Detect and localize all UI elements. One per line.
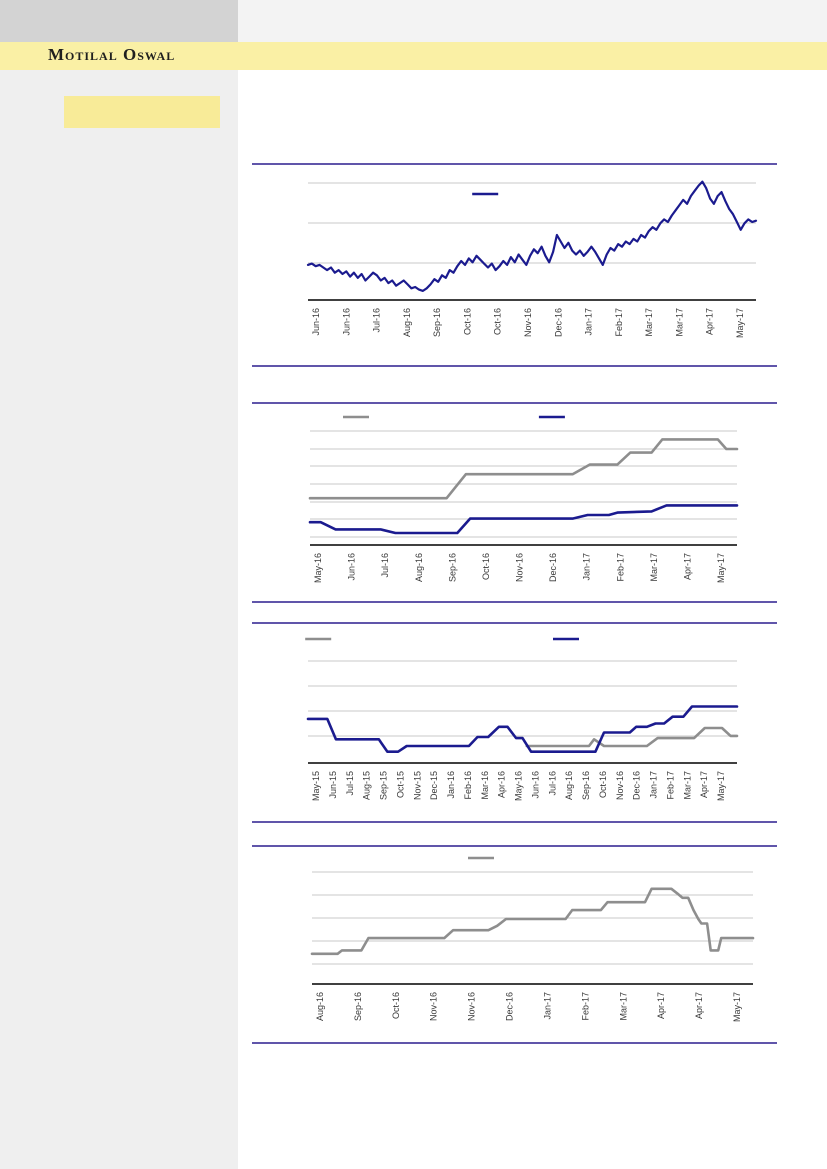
- svg-text:Jan-17: Jan-17: [584, 308, 594, 336]
- brand-logo: Motilal Oswal: [48, 45, 176, 64]
- svg-text:May-15: May-15: [311, 771, 321, 801]
- svg-text:Jan-17: Jan-17: [582, 553, 592, 581]
- sidebar: [0, 70, 238, 1169]
- chart-2-canvas: May-16 Jun-16 Jul-16 Aug-16 Sep-16 Oct-16 Nov-…: [308, 415, 739, 583]
- svg-text:Jun-16: Jun-16: [341, 308, 351, 336]
- svg-text:Apr-17: Apr-17: [656, 992, 666, 1019]
- svg-text:Jun-16: Jun-16: [311, 308, 321, 336]
- svg-text:Jul-15: Jul-15: [345, 771, 355, 796]
- chart-2-step-line-chart: May-16 Jun-16 Jul-16 Aug-16 Sep-16 Oct-16 Nov-…: [252, 402, 777, 603]
- svg-text:Apr-17: Apr-17: [694, 992, 704, 1019]
- svg-text:May-16: May-16: [313, 553, 323, 583]
- svg-text:Feb-17: Feb-17: [665, 771, 675, 800]
- svg-text:Dec-16: Dec-16: [505, 992, 515, 1021]
- svg-text:Mar-17: Mar-17: [618, 992, 628, 1021]
- svg-text:Jun-16: Jun-16: [530, 771, 540, 799]
- svg-text:Oct-16: Oct-16: [391, 992, 401, 1019]
- svg-text:May-17: May-17: [735, 308, 745, 338]
- svg-text:Sep-16: Sep-16: [447, 553, 457, 582]
- chart-1-canvas: Jun-16 Jun-16 Jul-16 Aug-16 Sep-16 Oct-16 Oct-…: [306, 180, 758, 338]
- svg-text:Dec-16: Dec-16: [632, 771, 642, 800]
- svg-text:Nov-16: Nov-16: [523, 308, 533, 337]
- svg-text:May-17: May-17: [716, 553, 726, 583]
- svg-text:Jul-16: Jul-16: [380, 553, 390, 578]
- svg-text:Nov-16: Nov-16: [515, 553, 525, 582]
- svg-text:Dec-16: Dec-16: [553, 308, 563, 337]
- svg-text:Mar-17: Mar-17: [649, 553, 659, 582]
- svg-text:Oct-15: Oct-15: [395, 771, 405, 798]
- svg-text:Aug-16: Aug-16: [414, 553, 424, 582]
- svg-text:Sep-16: Sep-16: [353, 992, 363, 1021]
- chart-3-canvas: May-15 Jun-15 Jul-15 Aug-15 Sep-15 Oct-15 Nov-…: [305, 637, 739, 801]
- svg-text:Apr-17: Apr-17: [705, 308, 715, 335]
- svg-text:May-16: May-16: [514, 771, 524, 801]
- sidebar-highlight-box: [64, 96, 220, 128]
- chart-4-step-line-chart: Aug-16 Sep-16 Oct-16 Nov-16 Nov-16 Dec-16 Jan-…: [252, 845, 777, 1044]
- svg-text:Oct-16: Oct-16: [462, 308, 472, 335]
- svg-text:Apr-17: Apr-17: [699, 771, 709, 798]
- svg-text:Sep-16: Sep-16: [581, 771, 591, 800]
- chart-1-price-line-chart: Jun-16 Jun-16 Jul-16 Aug-16 Sep-16 Oct-16 Oct-…: [252, 163, 777, 367]
- svg-text:Feb-16: Feb-16: [463, 771, 473, 800]
- svg-text:Mar-17: Mar-17: [682, 771, 692, 800]
- svg-text:Apr-16: Apr-16: [497, 771, 507, 798]
- svg-text:May-17: May-17: [732, 992, 742, 1022]
- chart-3-step-line-chart: May-15 Jun-15 Jul-15 Aug-15 Sep-15 Oct-15 Nov-…: [252, 622, 777, 823]
- svg-text:Apr-17: Apr-17: [682, 553, 692, 580]
- svg-text:Sep-16: Sep-16: [432, 308, 442, 337]
- svg-text:Mar-17: Mar-17: [674, 308, 684, 337]
- svg-text:Feb-17: Feb-17: [615, 553, 625, 582]
- svg-text:Jan-16: Jan-16: [446, 771, 456, 799]
- svg-text:Aug-16: Aug-16: [402, 308, 412, 337]
- svg-text:Aug-16: Aug-16: [315, 992, 325, 1021]
- svg-text:Feb-17: Feb-17: [580, 992, 590, 1021]
- svg-text:Dec-16: Dec-16: [548, 553, 558, 582]
- svg-text:May-17: May-17: [716, 771, 726, 801]
- svg-text:Jun-15: Jun-15: [328, 771, 338, 799]
- svg-text:Oct-16: Oct-16: [598, 771, 608, 798]
- svg-text:Oct-16: Oct-16: [481, 553, 491, 580]
- svg-text:Jun-16: Jun-16: [347, 553, 357, 581]
- chart-4-canvas: Aug-16 Sep-16 Oct-16 Nov-16 Nov-16 Dec-16 Jan-…: [310, 856, 755, 1022]
- svg-text:Dec-15: Dec-15: [429, 771, 439, 800]
- svg-text:Feb-17: Feb-17: [614, 308, 624, 337]
- svg-text:Oct-16: Oct-16: [493, 308, 503, 335]
- svg-text:Aug-16: Aug-16: [564, 771, 574, 800]
- header-left-block: [0, 0, 238, 42]
- header-right-block: [238, 0, 827, 42]
- svg-text:Nov-16: Nov-16: [429, 992, 439, 1021]
- svg-text:Jan-17: Jan-17: [543, 992, 553, 1020]
- svg-text:Jul-16: Jul-16: [547, 771, 557, 796]
- svg-text:Aug-15: Aug-15: [362, 771, 372, 800]
- svg-text:Mar-16: Mar-16: [480, 771, 490, 800]
- svg-text:Nov-16: Nov-16: [467, 992, 477, 1021]
- svg-text:Jan-17: Jan-17: [649, 771, 659, 799]
- svg-text:Jul-16: Jul-16: [372, 308, 382, 333]
- svg-text:Nov-16: Nov-16: [615, 771, 625, 800]
- svg-text:Nov-15: Nov-15: [412, 771, 422, 800]
- svg-text:Mar-17: Mar-17: [644, 308, 654, 337]
- svg-text:Sep-15: Sep-15: [379, 771, 389, 800]
- brand-band: Motilal Oswal: [0, 42, 827, 70]
